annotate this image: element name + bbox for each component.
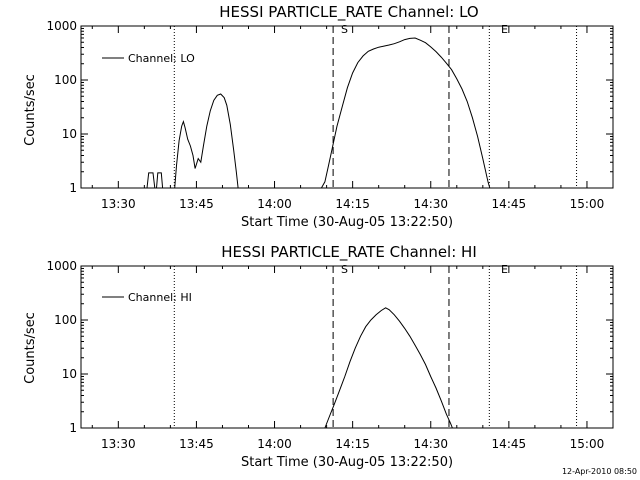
panel-hi-y-axis: 1 10 100 1000 [46, 259, 613, 435]
panel-lo-series [146, 37, 491, 189]
panel-hi-legend-label: Channel: HI [128, 291, 192, 304]
x-tick-label: 13:45 [179, 197, 214, 211]
x-tick-label: 15:00 [570, 197, 605, 211]
series-line-segment [324, 307, 453, 429]
panel-lo-end-marker-label: E [501, 23, 508, 36]
y-tick-label: 1 [69, 421, 77, 435]
x-tick-label: 14:30 [413, 437, 448, 451]
panel-lo-ylabel: Counts/sec [23, 74, 38, 146]
y-tick-label: 100 [54, 73, 77, 87]
x-tick-label: 14:45 [492, 197, 527, 211]
panel-hi-title: HESSI PARTICLE_RATE Channel: HI [221, 243, 477, 262]
panel-hi-end-marker-label: E [501, 263, 508, 276]
x-tick-label: 14:00 [257, 197, 292, 211]
panel-hi-ylabel: Counts/sec [23, 312, 38, 384]
x-tick-label: 14:15 [335, 437, 370, 451]
y-tick-label: 1000 [46, 259, 77, 273]
panel-hi-vertical-lines [173, 266, 578, 428]
x-tick-label: 14:00 [257, 437, 292, 451]
panel-hi-series [324, 307, 453, 429]
panel-hi: HESSI PARTICLE_RATE Channel: HI Counts/s… [23, 243, 614, 470]
panel-hi-frame [80, 265, 614, 429]
panel-hi-xlabel: Start Time (30-Aug-05 13:22:50) [241, 455, 453, 470]
x-tick-label: 15:00 [570, 437, 605, 451]
x-tick-label: 14:30 [413, 197, 448, 211]
panel-lo-start-marker-label: S [341, 23, 348, 36]
x-tick-label: 14:45 [492, 437, 527, 451]
panel-lo-legend-label: Channel: LO [128, 52, 195, 65]
x-tick-label: 13:30 [101, 197, 136, 211]
panel-lo-title: HESSI PARTICLE_RATE Channel: LO [219, 3, 478, 22]
series-line-segment [320, 37, 491, 189]
y-tick-label: 10 [62, 367, 77, 381]
x-tick-label: 14:15 [335, 197, 370, 211]
panel-lo-vertical-lines [173, 26, 578, 188]
series-line-segment [146, 172, 164, 189]
panel-lo-xlabel: Start Time (30-Aug-05 13:22:50) [241, 215, 453, 230]
panel-lo-y-axis: 1 10 100 1000 [46, 19, 613, 195]
panel-lo-frame [80, 25, 614, 189]
y-tick-label: 10 [62, 127, 77, 141]
panel-lo: HESSI PARTICLE_RATE Channel: LO Counts/s… [23, 3, 614, 230]
panel-hi-start-marker-label: S [341, 263, 348, 276]
y-tick-label: 100 [54, 313, 77, 327]
series-line-segment [174, 93, 239, 189]
footer-timestamp: 12-Apr-2010 08:50 [562, 467, 637, 476]
x-tick-label: 13:30 [101, 437, 136, 451]
y-tick-label: 1000 [46, 19, 77, 33]
y-tick-label: 1 [69, 181, 77, 195]
x-tick-label: 13:45 [179, 437, 214, 451]
panel-lo-x-axis: 13:30 13:45 14:00 14:15 14:30 14:45 15:00 [91, 26, 614, 211]
